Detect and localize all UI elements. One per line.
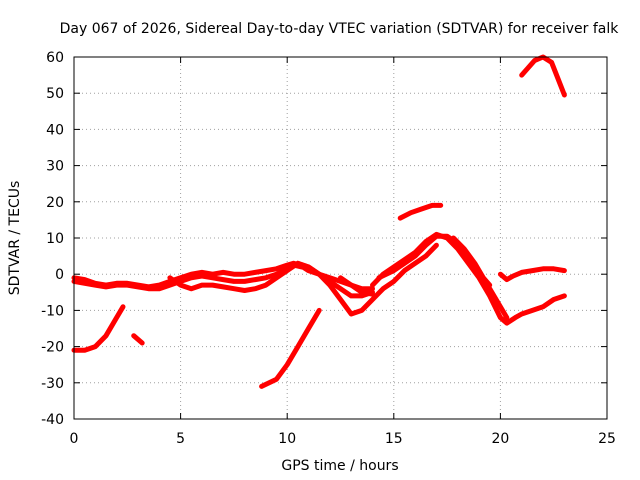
chart-title: Day 067 of 2026, Sidereal Day-to-day VTE… bbox=[60, 21, 620, 37]
series-line-arc-j bbox=[376, 233, 510, 321]
y-tick-label: 10 bbox=[46, 231, 64, 247]
y-tick-label: 50 bbox=[46, 86, 64, 102]
series-line-arc-b bbox=[71, 262, 305, 292]
series-line-arc-e bbox=[338, 275, 375, 297]
y-tick-label: -40 bbox=[41, 412, 64, 428]
y-tick-label: 40 bbox=[46, 122, 64, 138]
series-line-arc-i bbox=[370, 231, 567, 326]
x-tick-labels: 0 5 10 15 20 25 bbox=[70, 431, 616, 447]
x-axis-title: GPS time / hours bbox=[281, 458, 398, 474]
series-line-arc-g bbox=[131, 333, 145, 346]
y-tick-labels: -40 -30 -20 -10 0 10 20 30 40 50 60 bbox=[41, 50, 64, 428]
series-line-arc-h bbox=[259, 307, 322, 389]
series-line-arc-l bbox=[451, 235, 493, 288]
y-tick-label: 0 bbox=[55, 267, 64, 283]
y-tick-label: 30 bbox=[46, 159, 64, 175]
y-tick-label: 60 bbox=[46, 50, 64, 66]
series-line-arc-f bbox=[71, 304, 126, 353]
x-tick-label: 20 bbox=[491, 431, 509, 447]
y-tick-label: -30 bbox=[41, 376, 64, 392]
series-group bbox=[71, 54, 567, 389]
x-tick-label: 0 bbox=[70, 431, 79, 447]
x-tick-label: 10 bbox=[278, 431, 296, 447]
series-line-arc-m bbox=[497, 266, 567, 283]
series-line-arc-d bbox=[295, 260, 375, 299]
y-axis-title: SDTVAR / TECUs bbox=[7, 181, 23, 296]
tick-marks bbox=[73, 56, 608, 420]
series-line-arc-k bbox=[397, 202, 444, 221]
x-tick-label: 5 bbox=[176, 431, 185, 447]
x-tick-label: 25 bbox=[598, 431, 616, 447]
y-tick-label: 20 bbox=[46, 195, 64, 211]
x-tick-label: 15 bbox=[385, 431, 403, 447]
y-tick-label: -10 bbox=[41, 303, 64, 319]
y-tick-label: -20 bbox=[41, 340, 64, 356]
